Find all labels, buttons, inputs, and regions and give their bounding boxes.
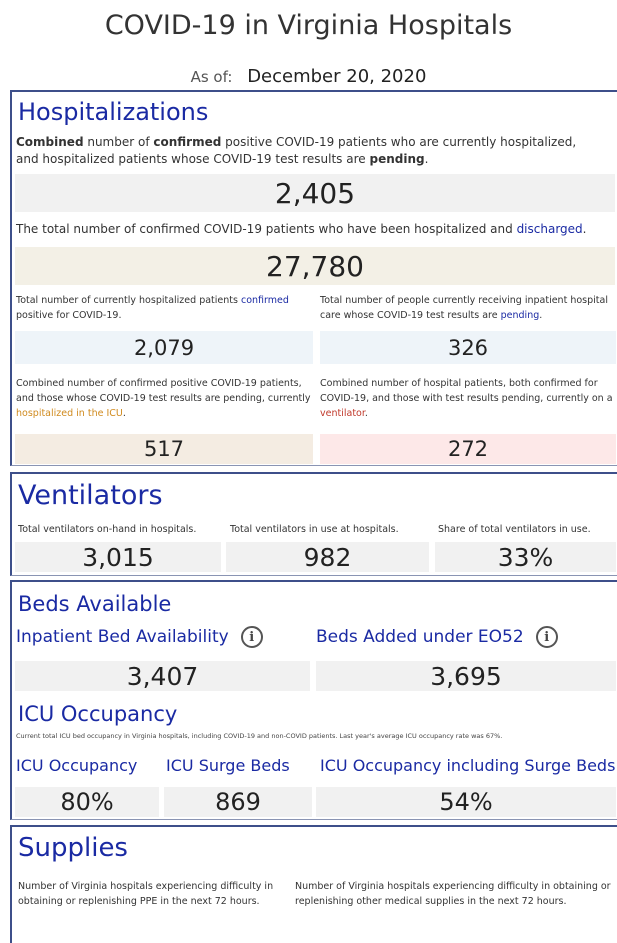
discharged-description: The total number of confirmed COVID-19 p… xyxy=(16,222,587,236)
combined-value: 2,405 xyxy=(15,174,615,212)
beds-added-label: Beds Added under EO52 i xyxy=(316,626,558,648)
supplies-title: Supplies xyxy=(18,833,128,863)
ventilator-description: Combined number of hospital patients, bo… xyxy=(320,378,613,419)
vent-share-value: 33% xyxy=(435,542,616,572)
icu-surge-label: ICU Surge Beds xyxy=(166,756,290,775)
vent-onhand-value: 3,015 xyxy=(15,542,221,572)
ventilators-title: Ventilators xyxy=(18,480,163,511)
beds-section: Beds Available Inpatient Bed Availabilit… xyxy=(10,580,617,820)
as-of-line: As of: December 20, 2020 xyxy=(0,66,617,87)
beds-title: Beds Available xyxy=(18,592,172,616)
as-of-date: December 20, 2020 xyxy=(247,66,427,87)
vent-share-label: Share of total ventilators in use. xyxy=(438,524,591,535)
supplies-section: Supplies Number of Virginia hospitals ex… xyxy=(10,825,617,943)
inpatient-bed-label: Inpatient Bed Availability i xyxy=(16,626,263,648)
page-title: COVID-19 in Virginia Hospitals xyxy=(104,10,513,41)
icu-occupancy-note: Current total ICU bed occupancy in Virgi… xyxy=(16,732,503,740)
vent-inuse-value: 982 xyxy=(226,542,429,572)
combined-description: Combined number of confirmed positive CO… xyxy=(16,135,577,166)
beds-added-value: 3,695 xyxy=(316,661,616,691)
icu-occupancy-title: ICU Occupancy xyxy=(18,702,178,726)
other-supplies-description: Number of Virginia hospitals experiencin… xyxy=(295,881,611,907)
pending-description: Total number of people currently receivi… xyxy=(320,295,608,321)
info-icon[interactable]: i xyxy=(535,626,558,648)
hospitalizations-title: Hospitalizations xyxy=(18,98,209,126)
inpatient-bed-value: 3,407 xyxy=(15,661,310,691)
confirmed-description: Total number of currently hospitalized p… xyxy=(16,295,289,321)
as-of-label: As of: xyxy=(190,68,233,86)
icu-incl-surge-value: 54% xyxy=(316,787,616,817)
discharged-value: 27,780 xyxy=(15,247,615,285)
pending-value: 326 xyxy=(320,331,616,364)
icu-occupancy-value: 80% xyxy=(15,787,159,817)
ventilator-patients-value: 272 xyxy=(320,434,616,464)
vent-inuse-label: Total ventilators in use at hospitals. xyxy=(230,524,399,535)
icu-description: Combined number of confirmed positive CO… xyxy=(16,378,311,419)
confirmed-value: 2,079 xyxy=(15,331,313,364)
info-icon[interactable]: i xyxy=(240,626,263,648)
hospitalizations-section: Hospitalizations Combined number of conf… xyxy=(10,90,617,466)
ventilators-section: Ventilators Total ventilators on-hand in… xyxy=(10,472,617,576)
icu-surge-value: 869 xyxy=(164,787,312,817)
icu-occupancy-label: ICU Occupancy xyxy=(16,756,138,775)
icu-value: 517 xyxy=(15,434,313,464)
ppe-description: Number of Virginia hospitals experiencin… xyxy=(18,881,274,907)
icu-incl-surge-label: ICU Occupancy including Surge Beds xyxy=(320,756,616,775)
vent-onhand-label: Total ventilators on-hand in hospitals. xyxy=(18,524,197,535)
